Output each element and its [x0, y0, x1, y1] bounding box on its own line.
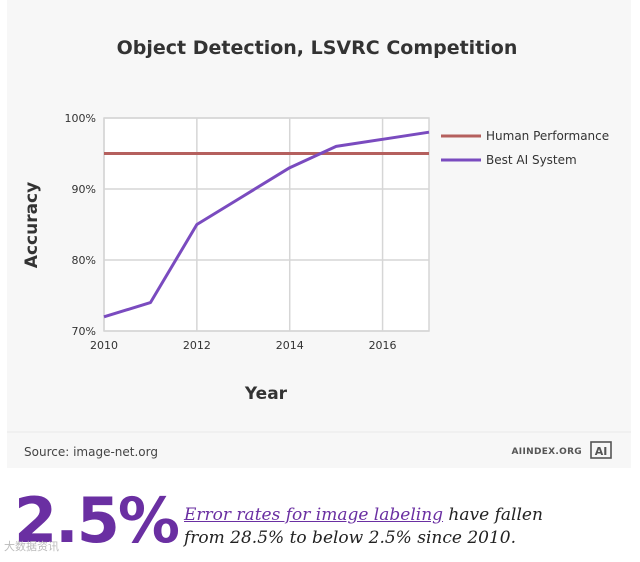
chart-title: Object Detection, LSVRC Competition	[117, 37, 518, 59]
x-tick-label: 2010	[90, 339, 118, 352]
y-tick-label: 90%	[72, 183, 96, 196]
legend: Human Performance Best AI System	[441, 129, 609, 167]
highlight-stat: 2.5%	[14, 484, 180, 557]
brand-text: AIINDEX.ORG	[512, 447, 582, 457]
y-tick-label: 80%	[72, 254, 96, 267]
x-tick-label: 2012	[183, 339, 211, 352]
ai-logo-text: AI	[595, 445, 608, 458]
x-tick-label: 2014	[276, 339, 304, 352]
y-axis-label: Accuracy	[22, 182, 42, 268]
x-tick-label: 2016	[369, 339, 397, 352]
description-link[interactable]: Error rates for image labeling	[184, 505, 444, 525]
source-text: Source: image-net.org	[24, 445, 158, 459]
y-tick-label: 70%	[72, 325, 96, 338]
legend-label-2: Best AI System	[486, 153, 577, 167]
chart-card: Object Detection, LSVRC Competition 2010…	[7, 0, 631, 468]
plot-area: 2010 2012 2014 2016 70% 80% 90% 100%	[65, 112, 430, 352]
ai-logo-icon: AI	[590, 441, 612, 459]
chart-svg: Object Detection, LSVRC Competition 2010…	[7, 37, 631, 459]
watermark: 大数据资讯	[4, 540, 59, 553]
highlight-description: Error rates for image labeling have fall…	[184, 504, 584, 550]
x-axis-label: Year	[244, 384, 288, 404]
y-tick-label: 100%	[65, 112, 96, 125]
legend-label-1: Human Performance	[486, 129, 609, 143]
series-line-2	[103, 130, 430, 319]
description-text: have fallen from 28.5% to below 2.5% sin…	[184, 505, 543, 548]
